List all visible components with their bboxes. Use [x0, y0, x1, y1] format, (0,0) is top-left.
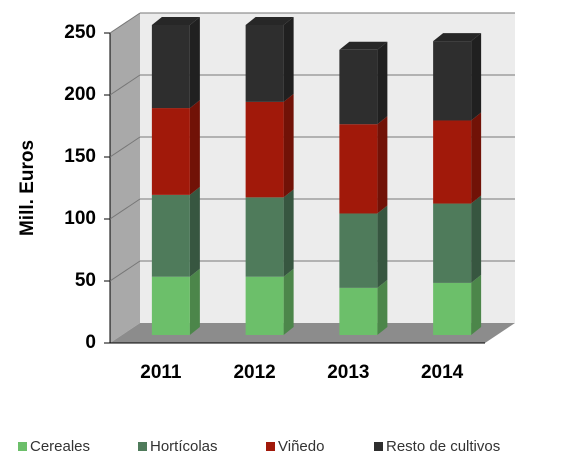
bar [339, 213, 378, 288]
bar [151, 194, 190, 277]
bar [433, 41, 472, 121]
bar [433, 120, 472, 204]
bar [339, 49, 378, 125]
bar-side [377, 205, 388, 288]
bar-side [189, 100, 200, 195]
grid-line [109, 198, 141, 220]
bar-top [151, 17, 200, 25]
bar-top [339, 41, 388, 50]
bar [151, 25, 190, 109]
bar [339, 124, 378, 214]
y-tick-label: 150 [64, 146, 96, 167]
y-tick-label: 200 [64, 84, 96, 105]
bar-side [283, 268, 294, 335]
bar-top [433, 33, 482, 42]
legend-label: Resto de cultivos [386, 438, 500, 455]
bar [433, 282, 472, 335]
bar-side [377, 116, 388, 214]
bar-top [245, 17, 294, 25]
legend-swatch [266, 442, 275, 451]
bar [433, 203, 472, 283]
bar [245, 197, 284, 277]
legend-swatch [138, 442, 147, 451]
grid-line [109, 74, 141, 96]
bar-side [189, 17, 200, 109]
legend-swatch [374, 442, 383, 451]
x-tick-label: 2012 [233, 362, 275, 383]
legend-label: Hortícolas [150, 438, 218, 455]
grid-line [109, 12, 141, 34]
bar [339, 287, 378, 335]
x-tick-label: 2013 [327, 362, 369, 383]
bar-side [283, 189, 294, 277]
y-tick-label: 50 [75, 270, 96, 291]
bar-side [471, 195, 482, 283]
x-tick-label: 2011 [140, 362, 182, 383]
bar-side [471, 33, 482, 121]
x-tick-label: 2014 [421, 362, 464, 383]
bar-side [283, 17, 294, 102]
legend-label: Viñedo [278, 438, 324, 455]
y-axis-label: Mill. Euros [17, 140, 38, 236]
legend-label: Cereales [30, 438, 90, 455]
y-tick-label: 250 [64, 22, 96, 43]
bar-side [471, 274, 482, 335]
y-tick-label: 0 [85, 332, 96, 353]
floor [110, 323, 515, 343]
bar-side [189, 186, 200, 277]
bar [245, 25, 284, 102]
bar-side [189, 268, 200, 335]
y-tick-label: 100 [64, 208, 96, 229]
side-wall [110, 13, 140, 343]
bar-side [377, 279, 388, 335]
bar-side [471, 112, 482, 204]
bar-side [283, 93, 294, 198]
grid-line [109, 260, 141, 282]
bar [151, 108, 190, 195]
legend-swatch [18, 442, 27, 451]
bar [245, 276, 284, 335]
bar [245, 101, 284, 198]
grid-line [109, 136, 141, 158]
bar-side [377, 41, 388, 125]
bar [151, 276, 190, 335]
